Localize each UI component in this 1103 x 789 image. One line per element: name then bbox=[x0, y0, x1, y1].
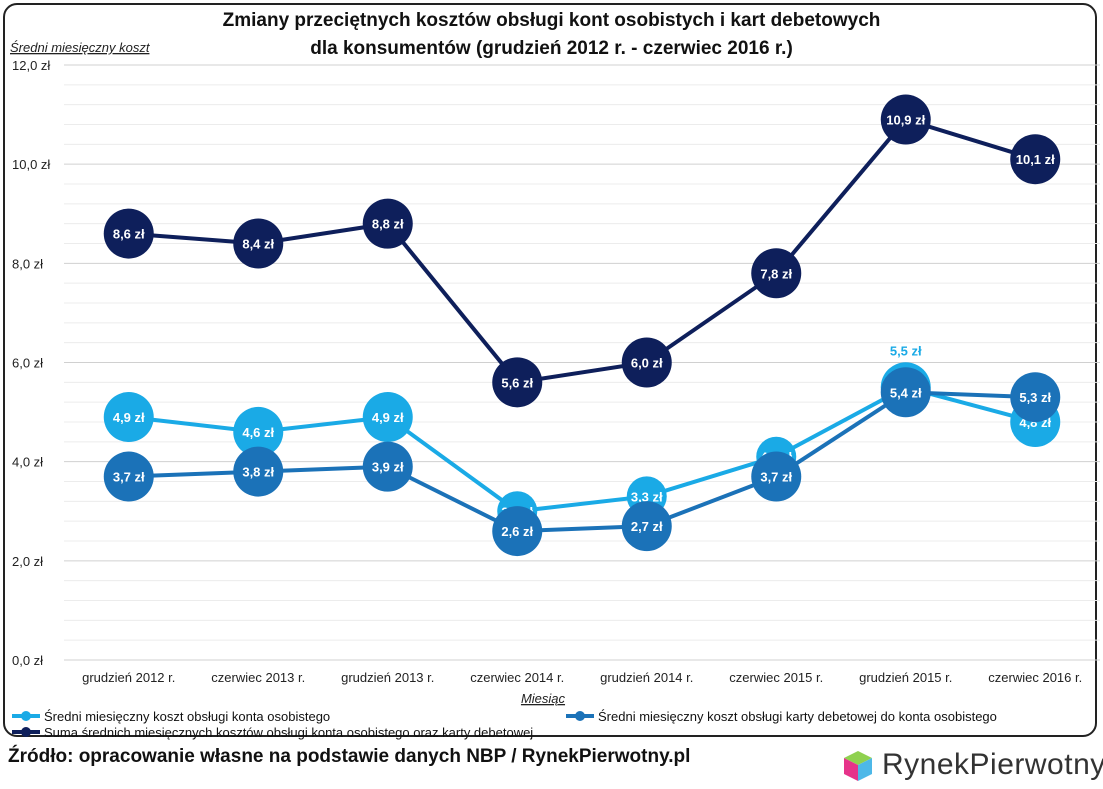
data-label: 8,4 zł bbox=[242, 237, 274, 252]
data-label: 5,4 zł bbox=[890, 385, 922, 400]
data-point bbox=[233, 406, 284, 457]
x-tick-label: czerwiec 2015 r. bbox=[729, 670, 823, 685]
y-axis-label: Średni miesięczny koszt bbox=[10, 40, 151, 55]
data-point bbox=[233, 218, 284, 269]
data-label: 3,8 zł bbox=[242, 465, 274, 480]
y-tick-label: 2,0 zł bbox=[12, 554, 43, 569]
data-label: 2,7 zł bbox=[631, 519, 663, 534]
data-point bbox=[621, 501, 672, 552]
data-point bbox=[751, 248, 802, 299]
data-label: 3,3 zł bbox=[631, 489, 663, 504]
x-tick-label: grudzień 2015 r. bbox=[859, 670, 952, 685]
x-tick-label: grudzień 2014 r. bbox=[600, 670, 693, 685]
y-tick-label: 8,0 zł bbox=[12, 256, 43, 271]
data-label: 2,6 zł bbox=[501, 524, 533, 539]
x-axis-label: Miesiąc bbox=[521, 691, 566, 706]
data-point bbox=[1010, 134, 1061, 185]
logo: RynekPierwotny bbox=[840, 748, 1103, 782]
chart-title-line-1: Zmiany przeciętnych kosztów obsługi kont… bbox=[222, 10, 881, 31]
legend-label: Średni miesięczny koszt obsługi konta os… bbox=[44, 709, 330, 724]
data-point bbox=[233, 446, 284, 497]
chart-frame bbox=[3, 3, 1097, 737]
source-note: Źródło: opracowanie własne na podstawie … bbox=[8, 746, 691, 767]
y-tick-label: 4,0 zł bbox=[12, 455, 43, 470]
data-point bbox=[362, 441, 413, 492]
x-tick-label: czerwiec 2013 r. bbox=[211, 670, 305, 685]
data-point bbox=[1010, 372, 1061, 423]
data-label: 8,6 zł bbox=[113, 227, 145, 242]
y-tick-label: 10,0 zł bbox=[12, 157, 50, 172]
x-tick-label: czerwiec 2014 r. bbox=[470, 670, 564, 685]
x-tick-label: grudzień 2013 r. bbox=[341, 670, 434, 685]
x-tick-label: grudzień 2012 r. bbox=[82, 670, 175, 685]
data-label: 3,7 zł bbox=[760, 470, 792, 485]
data-point bbox=[103, 451, 154, 502]
line-chart: 0,0 zł 2,0 zł 4,0 zł 6,0 zł 8,0 zł 10,0 zł 12,… bbox=[10, 40, 1100, 740]
data-point bbox=[751, 451, 802, 502]
data-label: 3,7 zł bbox=[113, 470, 145, 485]
data-point bbox=[880, 367, 931, 418]
data-label: 6,0 zł bbox=[631, 356, 663, 371]
legend-label: Średni miesięczny koszt obsługi karty de… bbox=[598, 709, 997, 724]
data-point bbox=[621, 337, 672, 388]
y-tick-label: 0,0 zł bbox=[12, 653, 43, 668]
data-point bbox=[880, 94, 931, 145]
data-point bbox=[362, 198, 413, 249]
data-label: 10,9 zł bbox=[886, 113, 925, 128]
data-label: 4,6 zł bbox=[242, 425, 274, 440]
legend-marker bbox=[575, 711, 585, 721]
y-tick-label: 12,0 zł bbox=[12, 58, 50, 73]
x-tick-label: czerwiec 2016 r. bbox=[988, 670, 1082, 685]
data-label: 4,9 zł bbox=[113, 410, 145, 425]
data-label: 8,8 zł bbox=[372, 217, 404, 232]
data-point bbox=[362, 392, 413, 443]
data-point bbox=[103, 208, 154, 259]
logo-text: RynekPierwotny bbox=[882, 748, 1103, 781]
chart-title-line-2: dla konsumentów (grudzień 2012 r. - czer… bbox=[310, 38, 793, 59]
legend-marker bbox=[21, 711, 31, 721]
data-label: 4,9 zł bbox=[372, 410, 404, 425]
data-point bbox=[492, 506, 543, 557]
data-label: 10,1 zł bbox=[1016, 152, 1055, 167]
data-label: 7,8 zł bbox=[760, 266, 792, 281]
data-label: 5,6 zł bbox=[501, 375, 533, 390]
y-tick-label: 6,0 zł bbox=[12, 356, 43, 371]
data-label: 3,9 zł bbox=[372, 460, 404, 475]
data-point bbox=[492, 357, 543, 408]
data-point bbox=[103, 392, 154, 443]
house-cube-icon bbox=[844, 751, 872, 781]
legend-label: Suma średnich miesięcznych kosztów obsłu… bbox=[44, 725, 533, 740]
legend-marker bbox=[21, 727, 31, 737]
data-label: 5,5 zł bbox=[890, 343, 922, 358]
data-label: 5,3 zł bbox=[1019, 390, 1051, 405]
